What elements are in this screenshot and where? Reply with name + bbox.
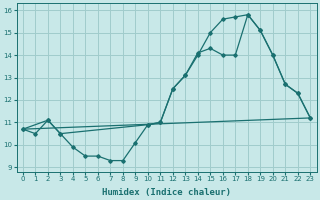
X-axis label: Humidex (Indice chaleur): Humidex (Indice chaleur) — [102, 188, 231, 197]
